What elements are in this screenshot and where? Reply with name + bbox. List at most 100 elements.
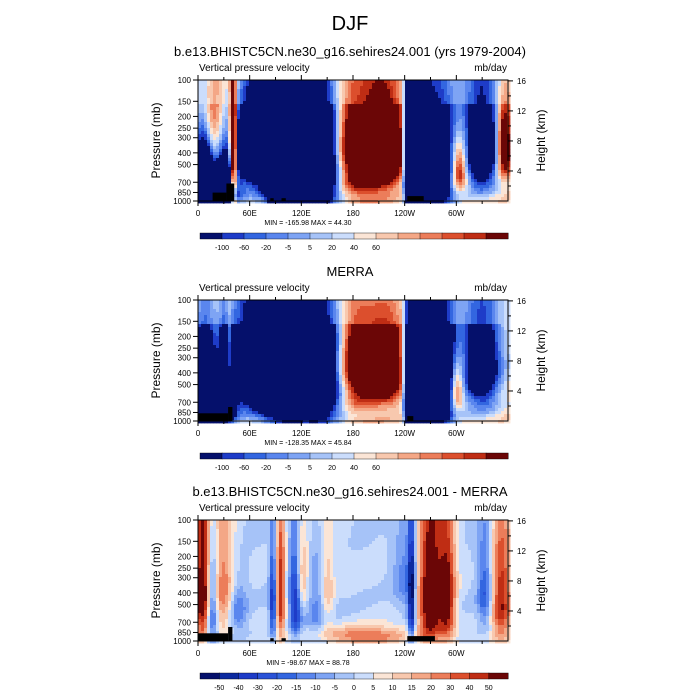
field-cell (240, 200, 244, 204)
field-cell (351, 194, 355, 198)
field-cell (399, 306, 403, 310)
field-cell (387, 197, 391, 201)
field-cell (369, 303, 373, 307)
field-cell (381, 146, 385, 150)
field-cell (327, 173, 331, 177)
field-cell (486, 167, 490, 171)
field-cell (354, 179, 358, 183)
field-cell (351, 92, 355, 96)
field-cell (243, 158, 247, 162)
field-cell (459, 119, 463, 123)
field-cell (396, 312, 400, 316)
field-cell (447, 200, 451, 204)
colorbar-label: -20 (261, 245, 271, 252)
field-cell (387, 303, 391, 307)
field-cell (447, 131, 451, 135)
field-cell (405, 122, 409, 126)
field-cell (396, 182, 400, 186)
field-cell (318, 306, 322, 310)
field-cell (408, 173, 412, 177)
field-cell (357, 116, 361, 120)
field-cell (300, 300, 304, 304)
field-cell (348, 137, 352, 141)
field-cell (414, 309, 418, 313)
field-cell (303, 309, 307, 313)
field-cell (354, 173, 358, 177)
field-cell (339, 170, 343, 174)
field-cell (384, 119, 388, 123)
field-cell (282, 86, 286, 90)
field-cell (291, 98, 295, 102)
field-cell (369, 185, 373, 189)
field-cell (453, 176, 457, 180)
field-cell (459, 185, 463, 189)
field-cell (276, 146, 280, 150)
field-cell (429, 92, 433, 96)
field-cell (246, 309, 250, 313)
field-cell (420, 161, 424, 165)
field-cell (297, 137, 301, 141)
field-cell (504, 89, 508, 93)
field-cell (249, 173, 253, 177)
field-cell (411, 80, 415, 84)
field-cell (228, 146, 232, 150)
field-cell (330, 164, 334, 168)
field-cell (495, 306, 499, 310)
field-cell (486, 140, 490, 144)
field-cell (258, 140, 262, 144)
field-cell (504, 107, 508, 111)
field-cell (291, 95, 295, 99)
field-cell (276, 113, 280, 117)
field-cell (357, 107, 361, 111)
field-cell (327, 306, 331, 310)
field-cell (423, 182, 427, 186)
field-cell (333, 161, 337, 165)
field-cell (246, 158, 250, 162)
field-cell (432, 158, 436, 162)
field-cell (303, 116, 307, 120)
field-cell (306, 83, 310, 87)
field-cell (303, 104, 307, 108)
field-cell (492, 146, 496, 150)
field-cell (228, 143, 232, 147)
field-cell (315, 92, 319, 96)
field-cell (300, 179, 304, 183)
field-cell (351, 116, 355, 120)
field-cell (333, 306, 337, 310)
field-cell (210, 155, 214, 159)
field-cell (432, 113, 436, 117)
field-cell (216, 170, 220, 174)
field-cell (450, 315, 454, 319)
field-cell (501, 143, 505, 147)
field-cell (291, 116, 295, 120)
field-cell (372, 146, 376, 150)
field-cell (219, 89, 223, 93)
field-cell (276, 197, 280, 201)
field-cell (483, 92, 487, 96)
field-cell (348, 95, 352, 99)
field-cell (333, 89, 337, 93)
field-cell (435, 300, 439, 304)
field-cell (222, 92, 226, 96)
field-cell (225, 98, 229, 102)
field-cell (201, 179, 205, 183)
field-cell (231, 140, 235, 144)
field-cell (447, 140, 451, 144)
field-cell (360, 89, 364, 93)
field-cell (441, 179, 445, 183)
field-cell (243, 86, 247, 90)
field-cell (351, 149, 355, 153)
field-cell (390, 200, 394, 204)
field-cell (384, 116, 388, 120)
field-cell (213, 134, 217, 138)
field-cell (489, 191, 493, 195)
field-cell (219, 98, 223, 102)
field-cell (321, 152, 325, 156)
field-cell (438, 86, 442, 90)
field-cell (297, 300, 301, 304)
field-cell (360, 80, 364, 84)
field-cell (270, 128, 274, 132)
field-cell (429, 167, 433, 171)
field-cell (246, 182, 250, 186)
field-cell (213, 113, 217, 117)
